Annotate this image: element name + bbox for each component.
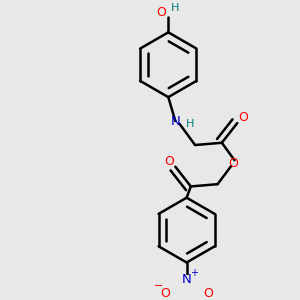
Text: O: O bbox=[203, 287, 213, 300]
Text: O: O bbox=[228, 157, 238, 169]
Text: +: + bbox=[190, 268, 199, 278]
Text: O: O bbox=[156, 6, 166, 19]
Text: O: O bbox=[164, 155, 174, 168]
Text: O: O bbox=[160, 287, 170, 300]
Text: N: N bbox=[170, 115, 180, 128]
Text: H: H bbox=[186, 119, 194, 129]
Text: O: O bbox=[238, 112, 248, 124]
Text: H: H bbox=[171, 3, 179, 14]
Text: N: N bbox=[182, 273, 191, 286]
Text: −: − bbox=[154, 281, 163, 291]
